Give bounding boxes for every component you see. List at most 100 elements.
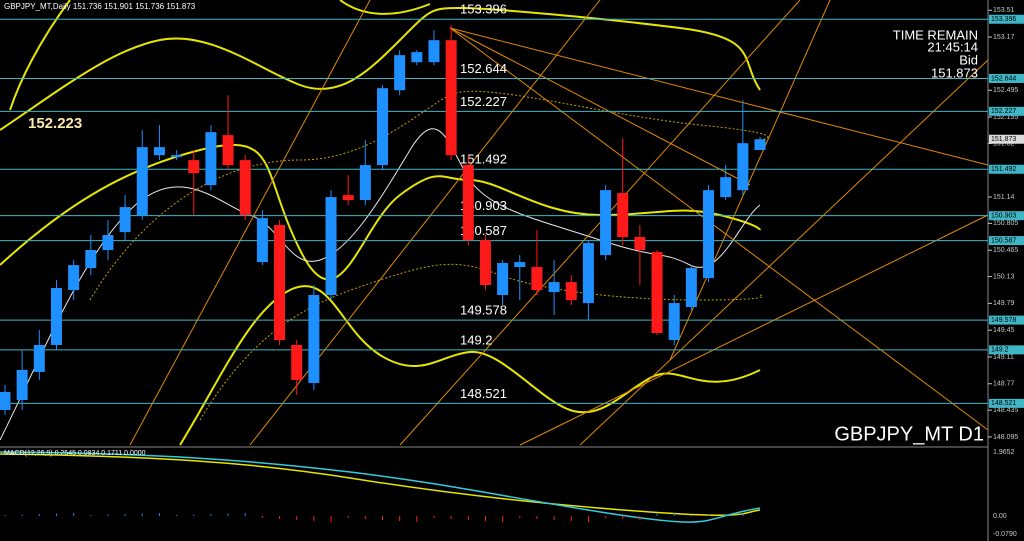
candle-body [548, 282, 560, 293]
candle-body [291, 344, 303, 380]
level-tag-label: 149.2 [991, 347, 1009, 354]
trend-line [129, 0, 371, 446]
level-tag [989, 236, 1024, 246]
annotation: 152.223 [28, 115, 82, 132]
level-tag [989, 211, 1024, 221]
candle-body [50, 288, 62, 345]
outer-band [9, 0, 71, 111]
y-tick-label: 151.82 [993, 140, 1015, 147]
candle-body [102, 235, 114, 251]
macd-tick-label: -0.0790 [993, 531, 1017, 538]
level-label: 148.521 [460, 386, 507, 401]
y-tick-label: 148.77 [993, 381, 1015, 388]
candle-body [136, 147, 148, 216]
candle-body [754, 139, 766, 151]
candle-body [582, 243, 594, 304]
trend-line [579, 59, 989, 446]
macd-lines [0, 451, 761, 523]
middle-band [0, 144, 761, 281]
bid-label: Bid [959, 52, 978, 67]
y-tick-label: 150.805 [993, 220, 1018, 227]
candle-body [359, 165, 371, 201]
candle-body [497, 263, 509, 296]
y-tick-label: 153.51 [993, 7, 1015, 14]
candle-body [720, 177, 732, 198]
candle-body [668, 303, 680, 341]
level-tag [989, 14, 1024, 24]
y-tick-label: 149.79 [993, 300, 1015, 307]
level-tag-label: 150.903 [991, 213, 1016, 220]
candle-body [0, 391, 11, 410]
level-label: 151.492 [460, 152, 507, 167]
candle-body [445, 40, 457, 156]
time-remain-label: TIME REMAIN [893, 27, 978, 42]
candle-body [16, 369, 28, 400]
candle-body [651, 252, 663, 334]
upper-band [0, 6, 761, 131]
y-tick-label: 151.14 [993, 194, 1015, 201]
y-tick-label: 153.17 [993, 34, 1015, 41]
candle-body [634, 237, 646, 251]
trend-line [449, 27, 751, 186]
macd-tick-label: 0.00 [993, 513, 1007, 520]
candle-body [703, 190, 715, 279]
symbol-label: GBPJPY_MT D1 [834, 423, 984, 445]
level-tag [989, 164, 1024, 174]
candle-body [274, 225, 286, 341]
candle-body [153, 147, 165, 156]
y-tick-label: 150.465 [993, 247, 1018, 254]
candle-body [171, 155, 183, 158]
y-tick-label: 148.095 [993, 434, 1018, 441]
candle-body [462, 165, 474, 241]
level-tag-label: 152.644 [991, 75, 1016, 82]
level-tag [989, 73, 1024, 83]
candle-body [342, 195, 354, 201]
candle-body [411, 52, 423, 63]
candle-body [479, 240, 491, 286]
candle-body [222, 135, 234, 166]
candle-body [33, 344, 45, 372]
candle-body [85, 250, 97, 269]
macd-title: MACD(12,26,9) 0.2545 0.0834 0.1711 0.000… [4, 450, 146, 457]
trend-line [399, 0, 801, 446]
level-tag [989, 106, 1024, 116]
y-tick-label: 152.495 [993, 87, 1018, 94]
candle-body [514, 262, 526, 268]
macd-signal [0, 453, 761, 517]
trend-line [519, 214, 989, 446]
level-label: 153.396 [460, 2, 507, 17]
y-tick-label: 148.435 [993, 407, 1018, 414]
candle-body [428, 40, 440, 63]
level-label: 149.2 [460, 332, 493, 347]
level-tag-label: 152.227 [991, 108, 1016, 115]
candle-body [737, 143, 749, 191]
candle-body [188, 160, 200, 174]
outer-band [339, 0, 431, 15]
macd-tick-label: 1.9652 [993, 449, 1015, 456]
bid-tag-label: 151.873 [991, 136, 1016, 143]
candle-body [394, 55, 406, 91]
trend-line [249, 0, 601, 446]
macd-main [0, 451, 761, 523]
level-tag-label: 150.587 [991, 237, 1016, 244]
chart-title: GBPJPY_MT,Daily 151.736 151.901 151.736 … [4, 2, 196, 11]
level-label: 152.644 [460, 61, 507, 76]
candle-body [600, 190, 612, 256]
level-tag [989, 345, 1024, 355]
level-label: 152.227 [460, 94, 507, 109]
trend-line [449, 27, 989, 166]
candle-body [565, 282, 577, 301]
level-tag-label: 148.521 [991, 400, 1016, 407]
candle-body [617, 193, 629, 238]
level-tag-label: 151.492 [991, 166, 1016, 173]
level-tag-label: 149.578 [991, 317, 1016, 324]
level-tag [989, 315, 1024, 325]
candle-body [256, 218, 268, 263]
level-label: 149.578 [460, 303, 507, 318]
y-tick-label: 149.11 [993, 354, 1014, 361]
y-tick-label: 152.155 [993, 114, 1018, 121]
trend-line [449, 27, 989, 431]
bid: 151.873 [931, 65, 978, 80]
